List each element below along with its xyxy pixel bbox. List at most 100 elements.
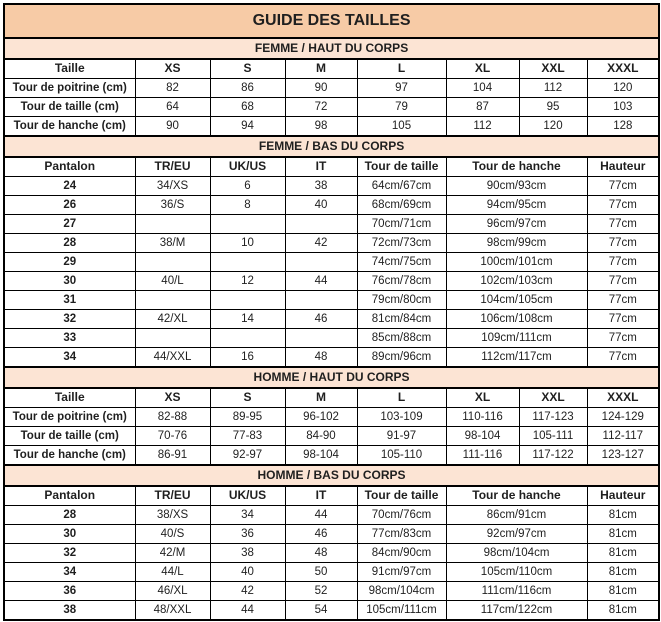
- data-cell: 68cm/69cm: [356, 195, 447, 215]
- row-label: 28: [3, 505, 136, 525]
- table-row: Tour de hanche (cm) 86-91 92-97 98-104 105-1…: [3, 445, 660, 466]
- table-row: 38 48/XXL 44 54 105cm/111cm 117cm/122cm 81cm: [3, 600, 660, 621]
- table-row: Tour de poitrine (cm) 82-88 89-95 96-102 103…: [3, 407, 660, 427]
- data-cell: 64cm/67cm: [356, 176, 447, 196]
- data-cell: 46: [284, 309, 358, 329]
- data-cell: 76cm/78cm: [356, 271, 447, 291]
- table-row: 28 38/XS 34 44 70cm/76cm 86cm/91cm 81cm: [3, 505, 660, 525]
- row-label: Taille: [3, 387, 136, 408]
- data-cell: 92cm/97cm: [445, 524, 588, 544]
- table-row: Tour de taille (cm) 70-76 77-83 84-90 91-97 9…: [3, 426, 660, 446]
- data-cell: 123-127: [586, 445, 660, 466]
- column-header: L: [356, 387, 447, 408]
- column-header-row: Taille XS S M L XL XXL XXXL: [3, 387, 660, 408]
- data-cell: 96cm/97cm: [445, 214, 588, 234]
- column-header: XXL: [518, 387, 588, 408]
- table-row: 33 85cm/88cm 109cm/111cm 77cm: [3, 328, 660, 348]
- data-cell: 79cm/80cm: [356, 290, 447, 310]
- row-label: Pantalon: [3, 485, 136, 506]
- data-cell: 103: [586, 97, 660, 117]
- column-header: XS: [134, 387, 211, 408]
- data-cell: 100cm/101cm: [445, 252, 588, 272]
- row-label: 36: [3, 581, 136, 601]
- row-label: 34: [3, 562, 136, 582]
- column-header: TR/EU: [134, 485, 211, 506]
- data-cell: 6: [209, 176, 286, 196]
- data-cell: 38/XS: [134, 505, 211, 525]
- row-label: 32: [3, 309, 136, 329]
- row-label: 27: [3, 214, 136, 234]
- page-title: GUIDE DES TAILLES: [3, 3, 660, 39]
- data-cell: 105cm/110cm: [445, 562, 588, 582]
- data-cell: 40: [284, 195, 358, 215]
- data-cell: 105-111: [518, 426, 588, 446]
- data-cell: 81cm: [586, 562, 660, 582]
- data-cell: 112: [445, 116, 520, 137]
- table-row: 34 44/XXL 16 48 89cm/96cm 112cm/117cm 77cm: [3, 347, 660, 368]
- data-cell: 34/XS: [134, 176, 211, 196]
- data-cell: 50: [284, 562, 358, 582]
- column-header: L: [356, 58, 447, 79]
- data-cell: 79: [356, 97, 447, 117]
- data-cell: 64: [134, 97, 211, 117]
- data-cell: 74cm/75cm: [356, 252, 447, 272]
- data-cell: 89-95: [209, 407, 286, 427]
- column-header: UK/US: [209, 485, 286, 506]
- data-cell: 96-102: [284, 407, 358, 427]
- column-header-row: Taille XS S M L XL XXL XXXL: [3, 58, 660, 79]
- data-cell: 77cm: [586, 328, 660, 348]
- data-cell: 81cm: [586, 543, 660, 563]
- data-cell: 44: [284, 271, 358, 291]
- data-cell: 70cm/71cm: [356, 214, 447, 234]
- row-label: 32: [3, 543, 136, 563]
- column-header: UK/US: [209, 156, 286, 177]
- data-cell: 97: [356, 78, 447, 98]
- data-cell: 77cm: [586, 176, 660, 196]
- section-title: FEMME / BAS DU CORPS: [3, 135, 660, 158]
- data-cell: 124-129: [586, 407, 660, 427]
- section-band-3: HOMME / BAS DU CORPS: [3, 464, 660, 487]
- data-cell: 104cm/105cm: [445, 290, 588, 310]
- data-cell: 95: [518, 97, 588, 117]
- data-cell: [134, 328, 211, 348]
- column-header: S: [209, 58, 286, 79]
- data-cell: 36: [209, 524, 286, 544]
- data-cell: 44: [209, 600, 286, 621]
- data-cell: 85cm/88cm: [356, 328, 447, 348]
- section-band-1: FEMME / BAS DU CORPS: [3, 135, 660, 158]
- data-cell: 109cm/111cm: [445, 328, 588, 348]
- section-title: HOMME / BAS DU CORPS: [3, 464, 660, 487]
- data-cell: 48: [284, 543, 358, 563]
- data-cell: 81cm: [586, 524, 660, 544]
- column-header: XXXL: [586, 387, 660, 408]
- section-band-0: FEMME / HAUT DU CORPS: [3, 37, 660, 60]
- data-cell: [134, 290, 211, 310]
- data-cell: 117-122: [518, 445, 588, 466]
- data-cell: 72: [284, 97, 358, 117]
- data-cell: [284, 290, 358, 310]
- table-row: 31 79cm/80cm 104cm/105cm 77cm: [3, 290, 660, 310]
- data-cell: 34: [209, 505, 286, 525]
- column-header-row: Pantalon TR/EU UK/US IT Tour de taille Tour d…: [3, 156, 660, 177]
- row-label: 34: [3, 347, 136, 368]
- data-cell: 86: [209, 78, 286, 98]
- data-cell: 81cm/84cm: [356, 309, 447, 329]
- row-label: Tour de poitrine (cm): [3, 78, 136, 98]
- table-row: 30 40/L 12 44 76cm/78cm 102cm/103cm 77cm: [3, 271, 660, 291]
- data-cell: 90cm/93cm: [445, 176, 588, 196]
- data-cell: 98: [284, 116, 358, 137]
- data-cell: 94cm/95cm: [445, 195, 588, 215]
- data-cell: 77cm: [586, 271, 660, 291]
- row-label: Tour de poitrine (cm): [3, 407, 136, 427]
- data-cell: 12: [209, 271, 286, 291]
- column-header: XXL: [518, 58, 588, 79]
- data-cell: 77cm: [586, 252, 660, 272]
- column-header: IT: [284, 156, 358, 177]
- data-cell: 44/XXL: [134, 347, 211, 368]
- data-cell: 117-123: [518, 407, 588, 427]
- column-header: Tour de hanche: [445, 485, 588, 506]
- data-cell: 77cm: [586, 309, 660, 329]
- data-cell: 81cm: [586, 581, 660, 601]
- data-cell: 94: [209, 116, 286, 137]
- data-cell: 42/XL: [134, 309, 211, 329]
